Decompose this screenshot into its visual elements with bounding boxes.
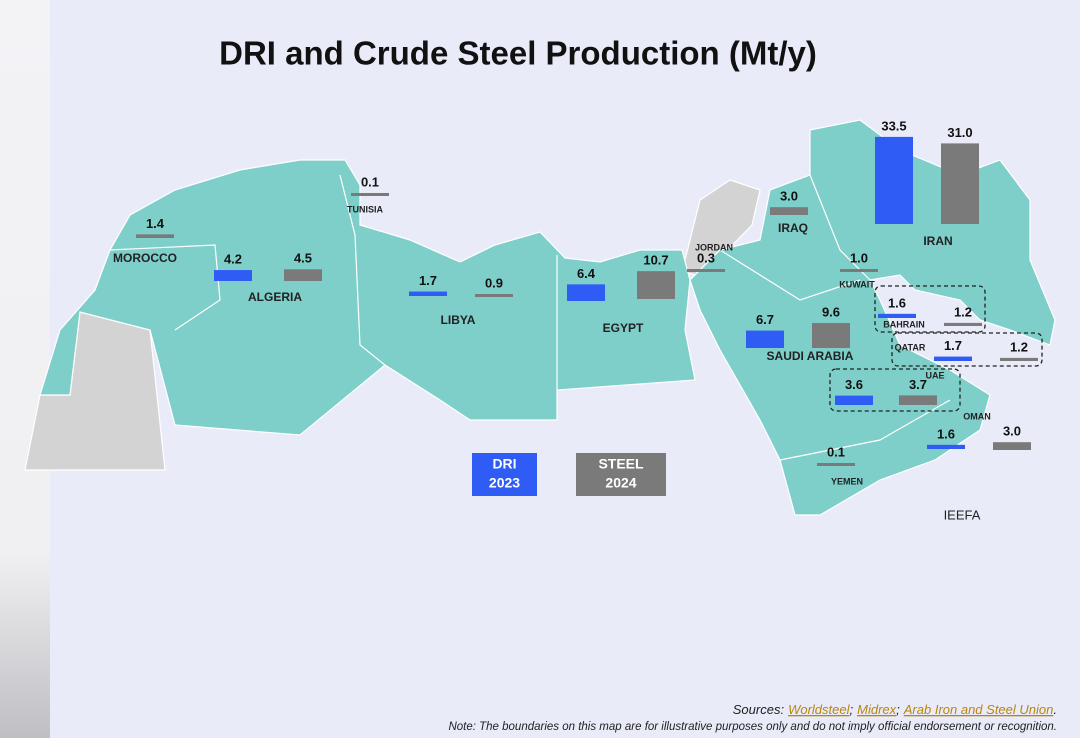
note: Note: The boundaries on this map are for… [448, 721, 1057, 733]
steel-bar [284, 269, 322, 281]
value-label: 3.7 [909, 377, 927, 392]
legend-year: 2024 [605, 475, 636, 491]
value-label: 0.1 [827, 444, 845, 459]
country-name: EGYPT [603, 321, 644, 335]
value-label: 6.7 [756, 312, 774, 327]
steel-bar [993, 442, 1031, 450]
border [719, 249, 861, 301]
steel-bar [812, 323, 850, 348]
country-name: YEMEN [831, 476, 863, 486]
steel-bar [941, 143, 979, 224]
value-label: 0.3 [697, 250, 715, 265]
value-label: 4.2 [224, 252, 242, 267]
steel-bar [475, 294, 513, 297]
legend: DRI 2023 STEEL 2024 [472, 453, 666, 496]
legend-swatch [472, 453, 537, 496]
value-label: 1.4 [146, 216, 165, 231]
country-name: MOROCCO [113, 251, 177, 265]
steel-bar [136, 234, 174, 238]
dri-bar [875, 136, 913, 224]
source-link[interactable]: Midrex [857, 702, 897, 717]
dri-bar [934, 356, 972, 361]
value-label: 9.6 [822, 304, 840, 319]
value-label: 1.7 [419, 273, 437, 288]
value-label: 1.6 [937, 426, 955, 441]
value-label: 10.7 [643, 253, 668, 268]
country-name: KUWAIT [839, 279, 875, 289]
value-label: 3.6 [845, 377, 863, 392]
separator: ; [850, 702, 854, 717]
legend-year: 2023 [489, 475, 520, 491]
steel-bar [1000, 357, 1038, 361]
dri-bar [214, 270, 252, 281]
border [339, 174, 386, 366]
callout-box [874, 285, 986, 333]
sources: Sources: Worldsteel; Midrex; Arab Iron and … [733, 702, 1057, 717]
steel-bar [351, 193, 389, 196]
country-name: UAE [925, 370, 944, 380]
steel-bar [817, 463, 855, 466]
separator: ; [896, 702, 900, 717]
steel-bar [770, 207, 808, 215]
country-name: IRAQ [778, 221, 808, 235]
value-label: 1.2 [1010, 339, 1028, 354]
steel-bar [687, 269, 725, 272]
value-label: 1.0 [850, 250, 868, 265]
steel-bar [840, 269, 878, 272]
callout-box [891, 332, 1043, 367]
value-label: 33.5 [881, 118, 906, 133]
country-name: BAHRAIN [883, 319, 925, 329]
value-label: 4.5 [294, 251, 312, 266]
title: DRI and Crude Steel Production (Mt/y) [219, 35, 817, 72]
value-label: 1.2 [954, 304, 972, 319]
value-label: 1.6 [888, 295, 906, 310]
sources-label: Sources: [733, 702, 785, 717]
border [779, 399, 951, 461]
land-north-africa [39, 159, 696, 436]
country-name: ALGERIA [248, 290, 302, 304]
callout-boxes [829, 285, 1043, 412]
credit: IEEFA [944, 507, 981, 522]
country-name: QATAR [895, 342, 926, 352]
country-name: OMAN [963, 411, 991, 421]
country-name: JORDAN [695, 242, 733, 252]
steel-bar [944, 322, 982, 326]
separator: . [1053, 702, 1057, 717]
dri-bar [878, 313, 916, 318]
value-label: 31.0 [947, 125, 972, 140]
source-link[interactable]: Arab Iron and Steel Union [903, 702, 1054, 717]
steel-bar [899, 395, 937, 405]
value-label: 0.9 [485, 275, 503, 290]
country-name: TUNISIA [347, 204, 384, 214]
callout-box [829, 368, 961, 412]
legend-label: STEEL [598, 456, 644, 472]
dri-bar [927, 444, 965, 449]
value-label: 3.0 [780, 189, 798, 204]
country-name: LIBYA [441, 313, 476, 327]
legend-label: DRI [492, 456, 516, 472]
source-link[interactable]: Worldsteel [788, 702, 851, 717]
country-name: SAUDI ARABIA [767, 349, 854, 363]
steel-bar [637, 271, 675, 299]
dri-bar [746, 330, 784, 348]
dri-bar [409, 291, 447, 296]
value-label: 6.4 [577, 266, 596, 281]
value-label: 1.7 [944, 338, 962, 353]
legend-swatch [576, 453, 666, 496]
dri-bar [835, 395, 873, 405]
dri-bar [567, 284, 605, 301]
left-strip [0, 0, 50, 738]
value-label: 3.0 [1003, 424, 1021, 439]
country-name: IRAN [923, 234, 952, 248]
value-label: 0.1 [361, 174, 379, 189]
